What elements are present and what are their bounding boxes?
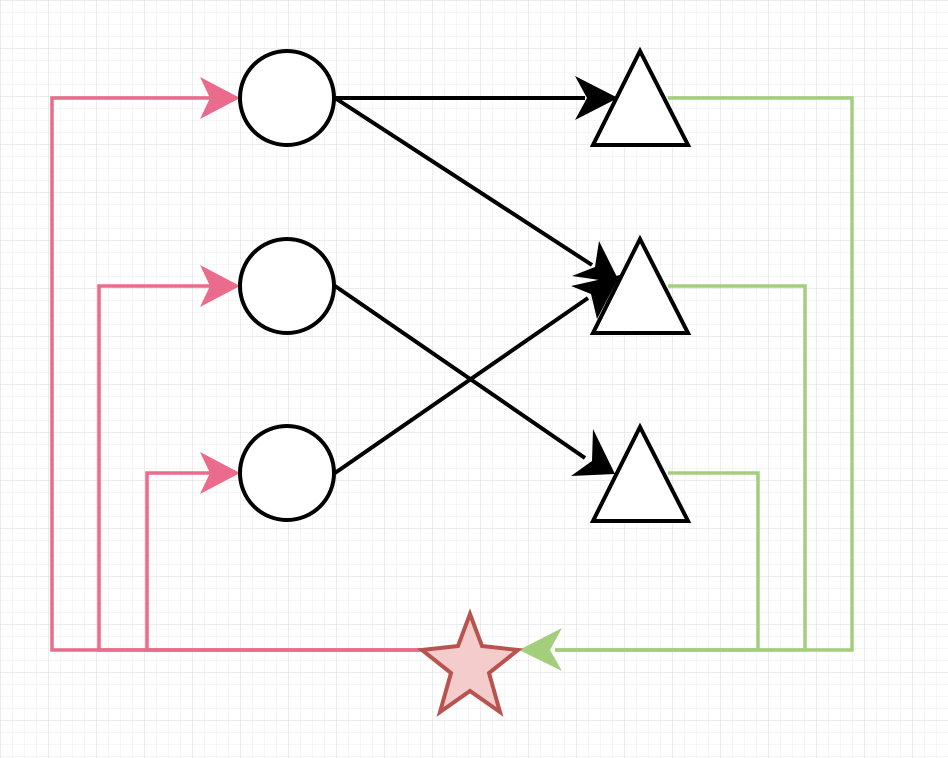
circle-node-2[interactable] — [238, 237, 336, 335]
arrowhead-circle-1 — [200, 77, 240, 119]
green-edges — [555, 96, 854, 652]
arrowhead-star — [519, 628, 562, 671]
edge-circle-3-to-triangle-2[interactable] — [333, 296, 590, 475]
star-node[interactable] — [416, 608, 524, 717]
triangle-nodes — [589, 46, 692, 523]
edge-star-to-circle-3[interactable] — [145, 471, 440, 652]
arrowhead-circle-3 — [200, 452, 240, 494]
triangle-node-2[interactable] — [589, 234, 692, 335]
pink-edges — [50, 96, 440, 652]
edge-circle-1-to-triangle-2[interactable] — [333, 96, 594, 267]
black-arrowheads — [571, 76, 620, 476]
arrowhead-triangle-3 — [571, 429, 615, 476]
edge-triangle-3-to-star[interactable] — [555, 471, 760, 652]
arrowhead-triangle-2-top — [572, 241, 620, 283]
edge-circle-2-to-triangle-3[interactable] — [333, 284, 587, 460]
arrowhead-triangle-1 — [575, 76, 618, 120]
circle-node-1[interactable] — [238, 49, 336, 147]
pink-arrowheads — [200, 77, 240, 494]
circle-nodes — [238, 49, 336, 522]
arrowhead-circle-2 — [200, 265, 240, 307]
triangle-node-1[interactable] — [589, 46, 692, 147]
arrowhead-triangle-2-bottom — [571, 275, 620, 319]
circle-node-3[interactable] — [238, 424, 336, 522]
triangle-node-3[interactable] — [589, 422, 692, 523]
black-edges — [333, 96, 594, 475]
